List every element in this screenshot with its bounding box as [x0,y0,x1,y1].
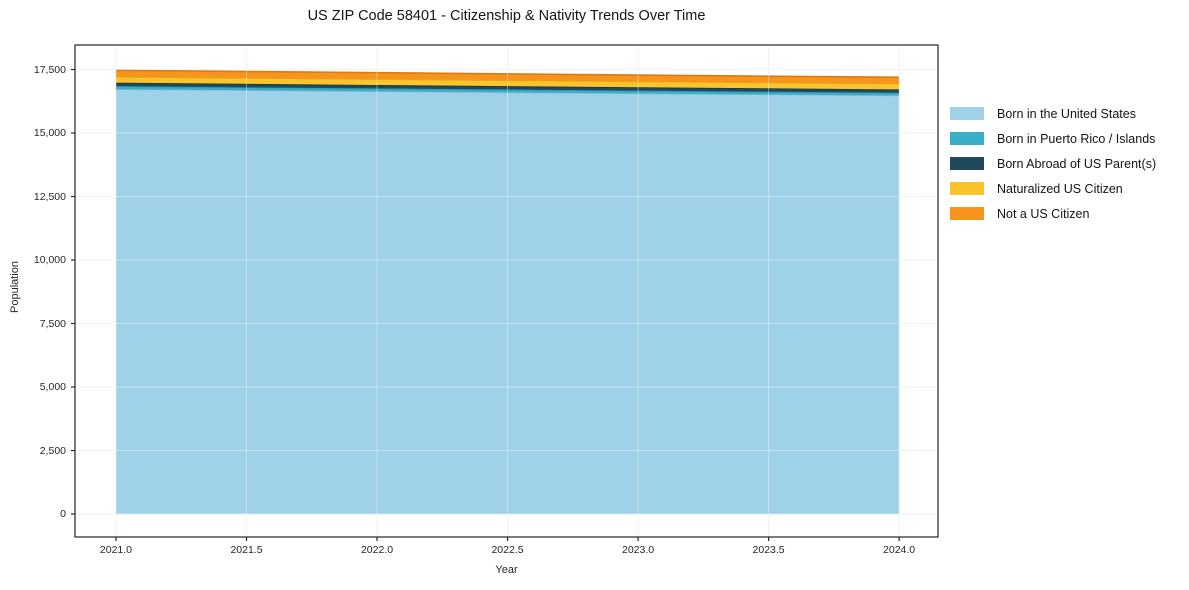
legend-item: Naturalized US Citizen [950,176,1156,201]
legend-label: Born in the United States [997,106,1136,121]
x-tick-label: 2022.0 [360,544,394,556]
chart-title: US ZIP Code 58401 - Citizenship & Nativi… [307,8,706,24]
legend-swatch [950,107,984,120]
x-tick-label: 2021.5 [230,544,263,556]
x-tick-label: 2021.0 [99,544,133,556]
area-born-in-the-united-states [116,89,900,514]
y-tick-label: 17,500 [33,63,66,76]
x-tick-label: 2023.5 [752,544,785,556]
y-tick-label: 12,500 [33,190,66,203]
x-tick-label: 2023.0 [622,544,655,556]
legend-item: Born in Puerto Rico / Islands [950,126,1156,151]
legend-label: Naturalized US Citizen [997,181,1123,196]
legend: Born in the United States Born in Puerto … [950,101,1156,226]
legend-item: Born in the United States [950,101,1156,126]
y-tick-label: 15,000 [33,127,66,139]
legend-swatch [950,157,984,170]
plot-border [74,44,939,538]
legend-label: Not a US Citizen [997,206,1090,221]
legend-item: Born Abroad of US Parent(s) [950,151,1156,176]
area-not-a-us-citizen [116,70,900,84]
x-tick-label: 2024.0 [883,544,916,556]
legend-swatch [950,132,984,145]
legend-swatch [950,207,984,220]
y-tick-label: 2,500 [39,444,66,457]
y-tick-label: 5,000 [39,381,66,393]
y-axis-label-text: Population [9,261,21,313]
legend-item: Not a US Citizen [950,201,1156,226]
x-tick-label: 2022.5 [491,544,524,556]
y-tick-label: 7,500 [39,317,66,330]
x-axis-label: Year [495,564,518,576]
legend-label: Born Abroad of US Parent(s) [997,156,1157,171]
legend-swatch [950,182,984,195]
area-naturalized-us-citizen [116,76,900,90]
y-tick-label: 10,000 [33,254,66,266]
area-top-edge [115,69,900,79]
y-tick-label: 0 [60,508,66,520]
legend-label: Born in Puerto Rico / Islands [997,131,1156,146]
